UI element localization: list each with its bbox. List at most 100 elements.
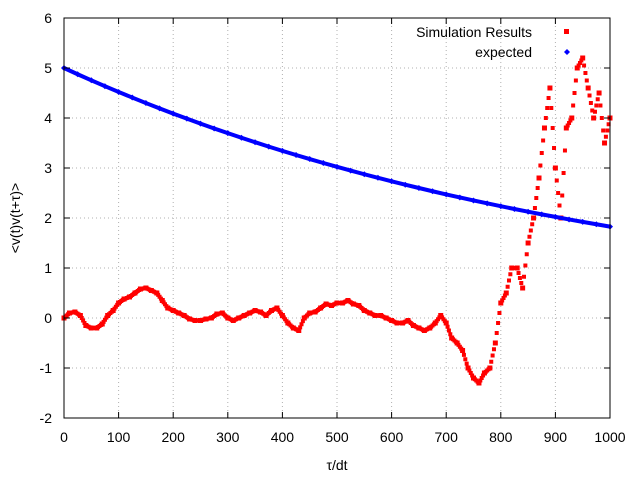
- x-tick-label: 200: [162, 429, 186, 445]
- simulation-point-fill: [519, 281, 524, 285]
- simulation-point: [498, 300, 504, 306]
- expected-point: [224, 130, 231, 137]
- simulation-point: [569, 115, 575, 121]
- simulation-point: [296, 328, 302, 333]
- y-tick-label: -2: [40, 410, 53, 426]
- simulation-point: [520, 285, 526, 291]
- simulation-point-fill: [584, 78, 589, 83]
- simulation-point-fill: [532, 206, 537, 210]
- simulation-point-fill: [506, 278, 511, 283]
- expected-point: [293, 152, 300, 158]
- simulation-point: [99, 321, 105, 327]
- simulation-point-fill: [546, 96, 551, 100]
- simulation-point-fill: [552, 146, 557, 150]
- expected-point: [484, 200, 491, 207]
- simulation-point: [580, 55, 586, 61]
- expected-point: [252, 139, 259, 146]
- y-tick-label: 0: [44, 310, 52, 326]
- simulation-point-fill: [588, 101, 593, 105]
- simulation-point-fill: [561, 171, 566, 175]
- simulation-point: [574, 65, 580, 71]
- y-axis-label: <v(t)v(t+τ)>: [7, 183, 23, 254]
- simulation-point-fill: [478, 378, 483, 383]
- axis-ticks: [63, 17, 611, 419]
- simulation-point-fill: [550, 126, 555, 130]
- x-tick-label: 100: [107, 429, 131, 445]
- series-1: [61, 65, 613, 230]
- simulation-point-fill: [534, 196, 539, 200]
- simulation-point-fill: [557, 203, 562, 208]
- simulation-point-fill: [543, 116, 548, 120]
- expected-point: [456, 194, 463, 201]
- simulation-point-fill: [527, 234, 532, 239]
- simulation-point-fill: [583, 71, 588, 75]
- x-tick-label: 900: [544, 429, 568, 445]
- simulation-point-fill: [461, 352, 466, 357]
- expected-point: [211, 125, 218, 132]
- simulation-point-fill: [573, 78, 578, 83]
- simulation-point-fill: [524, 252, 529, 257]
- expected-point: [402, 181, 409, 188]
- expected-point: [265, 143, 272, 150]
- simulation-point-fill: [605, 128, 610, 133]
- simulation-point-fill: [102, 317, 107, 322]
- simulation-point-fill: [567, 121, 572, 125]
- y-tick-label: -1: [40, 360, 53, 376]
- expected-point: [183, 115, 190, 122]
- y-tick-label: 6: [44, 10, 52, 26]
- simulation-point-fill: [494, 331, 499, 335]
- simulation-point-fill: [500, 298, 505, 303]
- simulation-point-fill: [541, 138, 546, 143]
- simulation-point: [492, 340, 498, 346]
- expected-point: [388, 178, 395, 185]
- simulation-point: [514, 265, 520, 271]
- simulation-point-fill: [545, 106, 550, 110]
- series-layer: [61, 55, 613, 386]
- expected-point: [101, 83, 108, 90]
- y-tick-label: 5: [44, 60, 52, 76]
- x-axis-label: τ/dt: [326, 457, 347, 473]
- simulation-point-fill: [562, 148, 567, 153]
- simulation-point-fill: [576, 63, 581, 68]
- expected-point: [306, 156, 313, 163]
- simulation-point-fill: [572, 91, 577, 95]
- simulation-point-fill: [299, 322, 304, 327]
- expected-point: [361, 171, 368, 178]
- simulation-point: [443, 320, 449, 326]
- simulation-point-fill: [565, 123, 570, 128]
- simulation-point-fill: [538, 163, 543, 168]
- simulation-point-fill: [571, 103, 576, 108]
- expected-point: [497, 203, 504, 210]
- simulation-point-fill: [530, 222, 535, 227]
- simulation-point-fill: [497, 311, 502, 315]
- simulation-point-fill: [554, 178, 559, 183]
- simulation-point-fill: [505, 284, 510, 289]
- simulation-point: [460, 348, 466, 353]
- expected-point: [238, 134, 245, 141]
- y-tick-label: 2: [44, 210, 52, 226]
- expected-point: [552, 213, 559, 220]
- simulation-point: [77, 313, 83, 318]
- simulation-point-fill: [300, 319, 305, 324]
- y-tick-label: 1: [44, 260, 52, 276]
- simulation-point: [596, 90, 602, 96]
- legend-marker-simulation: [564, 29, 569, 34]
- simulation-point: [536, 175, 542, 181]
- expected-point: [334, 163, 340, 170]
- simulation-point-fill: [446, 328, 451, 333]
- simulation-point-fill: [468, 371, 473, 375]
- simulation-point-fill: [463, 357, 468, 362]
- x-tick-label: 400: [271, 429, 295, 445]
- simulation-point-fill: [522, 274, 527, 279]
- y-tick-label: 4: [44, 110, 52, 126]
- expected-point: [415, 185, 422, 191]
- x-tick-label: 600: [380, 429, 404, 445]
- expected-point: [74, 71, 81, 78]
- simulation-point-fill: [603, 134, 608, 139]
- legend-marker-expected: [564, 49, 570, 55]
- expected-point: [470, 197, 477, 204]
- simulation-point-fill: [501, 296, 506, 300]
- simulation-point-fill: [479, 376, 484, 380]
- expected-point: [88, 77, 95, 84]
